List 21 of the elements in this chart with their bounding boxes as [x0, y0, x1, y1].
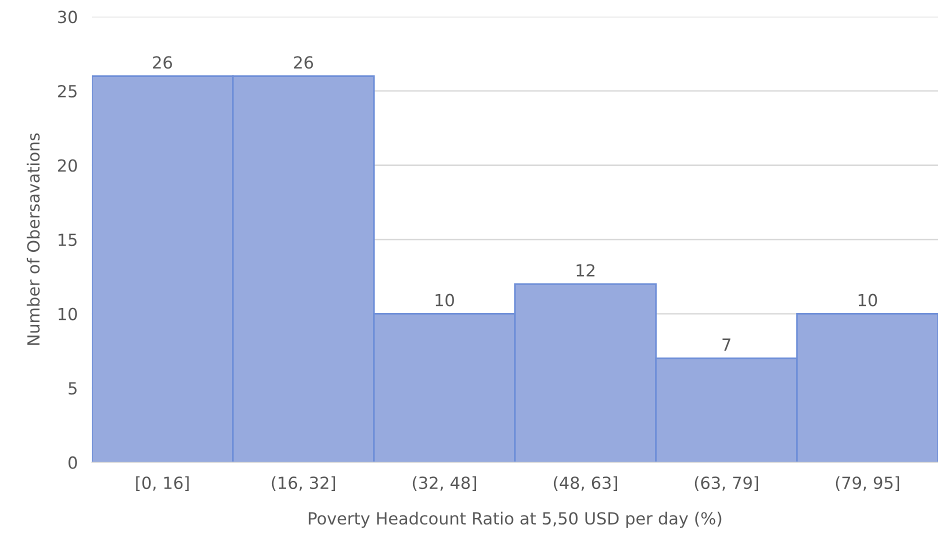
x-tick-label: [0, 16]	[136, 476, 189, 492]
data-label: 26	[153, 56, 172, 69]
y-tick-label: 25	[58, 84, 77, 98]
data-label: 7	[722, 338, 730, 351]
x-tick-label: (48, 63]	[554, 476, 618, 492]
x-tick-label: (16, 32]	[272, 476, 336, 492]
y-tick-label: 10	[58, 308, 77, 320]
y-tick-label: 15	[58, 234, 77, 246]
y-tick-label: 0	[68, 456, 77, 469]
x-tick-label: (79, 95]	[836, 476, 900, 492]
x-tick-label: (63, 79]	[694, 476, 758, 492]
x-tick-label: (32, 48]	[412, 476, 476, 492]
data-label: 12	[576, 264, 594, 276]
data-label: 10	[858, 294, 877, 306]
data-label: 26	[294, 56, 313, 69]
y-axis-title: Number of Obersavations	[26, 133, 40, 345]
y-tick-label: 5	[68, 382, 77, 395]
y-tick-label: 20	[58, 159, 77, 172]
data-label: 10	[436, 294, 454, 306]
x-axis-title: Poverty Headcount Ratio at 5,50 USD per day (%)	[308, 512, 722, 528]
y-tick-label: 30	[58, 10, 77, 24]
